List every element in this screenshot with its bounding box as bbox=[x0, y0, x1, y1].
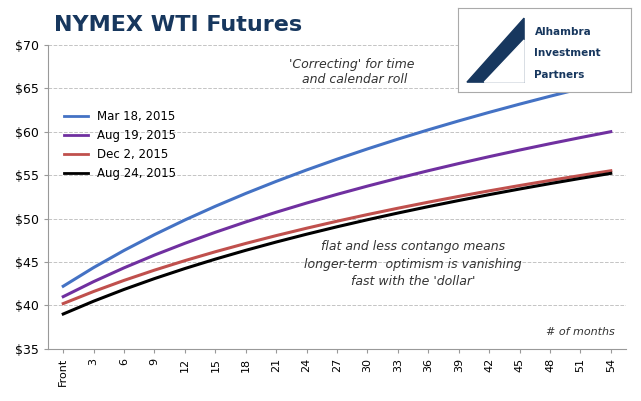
Aug 19, 2015 bbox=[242, 219, 249, 224]
Polygon shape bbox=[467, 18, 524, 82]
Aug 24, 2015 bbox=[546, 181, 554, 186]
Aug 24, 2015 bbox=[90, 299, 97, 304]
Mar 18, 2015 bbox=[303, 168, 310, 172]
Aug 24, 2015 bbox=[121, 287, 128, 292]
Line: Aug 24, 2015: Aug 24, 2015 bbox=[63, 173, 611, 314]
Line: Mar 18, 2015: Mar 18, 2015 bbox=[63, 81, 611, 286]
Dec 2, 2015 bbox=[546, 178, 554, 183]
Aug 19, 2015 bbox=[576, 135, 584, 140]
Mar 18, 2015 bbox=[181, 218, 188, 223]
Aug 24, 2015 bbox=[394, 211, 402, 215]
Dec 2, 2015 bbox=[576, 173, 584, 178]
Mar 18, 2015 bbox=[394, 137, 402, 142]
Text: Investment: Investment bbox=[535, 49, 601, 59]
Mar 18, 2015 bbox=[576, 86, 584, 91]
Dec 2, 2015 bbox=[151, 268, 158, 273]
Text: fast with the 'dollar': fast with the 'dollar' bbox=[351, 275, 475, 288]
Aug 24, 2015 bbox=[485, 192, 493, 197]
Dec 2, 2015 bbox=[333, 219, 341, 224]
Dec 2, 2015 bbox=[212, 249, 219, 254]
Dec 2, 2015 bbox=[303, 226, 310, 231]
Text: # of months: # of months bbox=[545, 326, 615, 336]
Mar 18, 2015 bbox=[212, 204, 219, 209]
Dec 2, 2015 bbox=[424, 200, 432, 205]
Aug 19, 2015 bbox=[455, 161, 463, 166]
Dec 2, 2015 bbox=[455, 194, 463, 199]
Mar 18, 2015 bbox=[272, 179, 280, 184]
Aug 24, 2015 bbox=[576, 176, 584, 181]
Mar 18, 2015 bbox=[60, 284, 67, 289]
Line: Dec 2, 2015: Dec 2, 2015 bbox=[63, 171, 611, 304]
Legend: Mar 18, 2015, Aug 19, 2015, Dec 2, 2015, Aug 24, 2015: Mar 18, 2015, Aug 19, 2015, Dec 2, 2015,… bbox=[60, 105, 181, 184]
Aug 19, 2015 bbox=[363, 184, 371, 188]
Mar 18, 2015 bbox=[121, 248, 128, 253]
Mar 18, 2015 bbox=[516, 102, 524, 107]
Polygon shape bbox=[485, 40, 524, 82]
Text: Partners: Partners bbox=[535, 70, 585, 80]
Aug 24, 2015 bbox=[242, 248, 249, 253]
Dec 2, 2015 bbox=[516, 183, 524, 188]
Dec 2, 2015 bbox=[272, 233, 280, 238]
Aug 24, 2015 bbox=[607, 171, 615, 176]
Dec 2, 2015 bbox=[181, 258, 188, 263]
Aug 19, 2015 bbox=[60, 294, 67, 299]
Dec 2, 2015 bbox=[242, 241, 249, 246]
Mar 18, 2015 bbox=[424, 128, 432, 132]
Text: longer-term  optimism is vanishing: longer-term optimism is vanishing bbox=[304, 257, 522, 271]
Aug 19, 2015 bbox=[516, 148, 524, 152]
Aug 19, 2015 bbox=[212, 230, 219, 235]
Dec 2, 2015 bbox=[394, 206, 402, 211]
Mar 18, 2015 bbox=[90, 265, 97, 270]
Aug 24, 2015 bbox=[151, 276, 158, 281]
Aug 19, 2015 bbox=[394, 176, 402, 180]
Text: 'Correcting' for time
 and calendar roll: 'Correcting' for time and calendar roll bbox=[290, 58, 415, 86]
Mar 18, 2015 bbox=[333, 157, 341, 162]
Mar 18, 2015 bbox=[455, 119, 463, 124]
Aug 19, 2015 bbox=[272, 210, 280, 215]
Aug 19, 2015 bbox=[424, 168, 432, 173]
Dec 2, 2015 bbox=[363, 212, 371, 217]
Text: Alhambra: Alhambra bbox=[535, 26, 591, 36]
Aug 24, 2015 bbox=[303, 232, 310, 237]
Aug 19, 2015 bbox=[485, 154, 493, 159]
Aug 19, 2015 bbox=[333, 192, 341, 197]
Aug 19, 2015 bbox=[607, 129, 615, 134]
Dec 2, 2015 bbox=[121, 278, 128, 283]
Dec 2, 2015 bbox=[90, 289, 97, 294]
Mar 18, 2015 bbox=[607, 79, 615, 84]
Aug 19, 2015 bbox=[90, 279, 97, 284]
Aug 24, 2015 bbox=[272, 240, 280, 245]
Aug 19, 2015 bbox=[546, 141, 554, 146]
Aug 24, 2015 bbox=[516, 186, 524, 191]
Aug 24, 2015 bbox=[181, 266, 188, 271]
Line: Aug 19, 2015: Aug 19, 2015 bbox=[63, 132, 611, 297]
Dec 2, 2015 bbox=[607, 168, 615, 173]
Mar 18, 2015 bbox=[363, 146, 371, 151]
Dec 2, 2015 bbox=[485, 188, 493, 193]
Aug 19, 2015 bbox=[121, 265, 128, 270]
Aug 24, 2015 bbox=[455, 198, 463, 203]
Aug 24, 2015 bbox=[212, 257, 219, 261]
Aug 19, 2015 bbox=[181, 241, 188, 246]
Aug 24, 2015 bbox=[333, 225, 341, 229]
Text: flat and less contango means: flat and less contango means bbox=[321, 240, 505, 253]
Aug 24, 2015 bbox=[60, 312, 67, 316]
Mar 18, 2015 bbox=[151, 232, 158, 237]
Mar 18, 2015 bbox=[485, 110, 493, 115]
Mar 18, 2015 bbox=[242, 191, 249, 196]
Mar 18, 2015 bbox=[546, 94, 554, 99]
Dec 2, 2015 bbox=[60, 301, 67, 306]
Aug 24, 2015 bbox=[363, 217, 371, 222]
Aug 24, 2015 bbox=[424, 204, 432, 209]
Text: NYMEX WTI Futures: NYMEX WTI Futures bbox=[54, 15, 302, 35]
Aug 19, 2015 bbox=[303, 200, 310, 205]
Aug 19, 2015 bbox=[151, 253, 158, 257]
